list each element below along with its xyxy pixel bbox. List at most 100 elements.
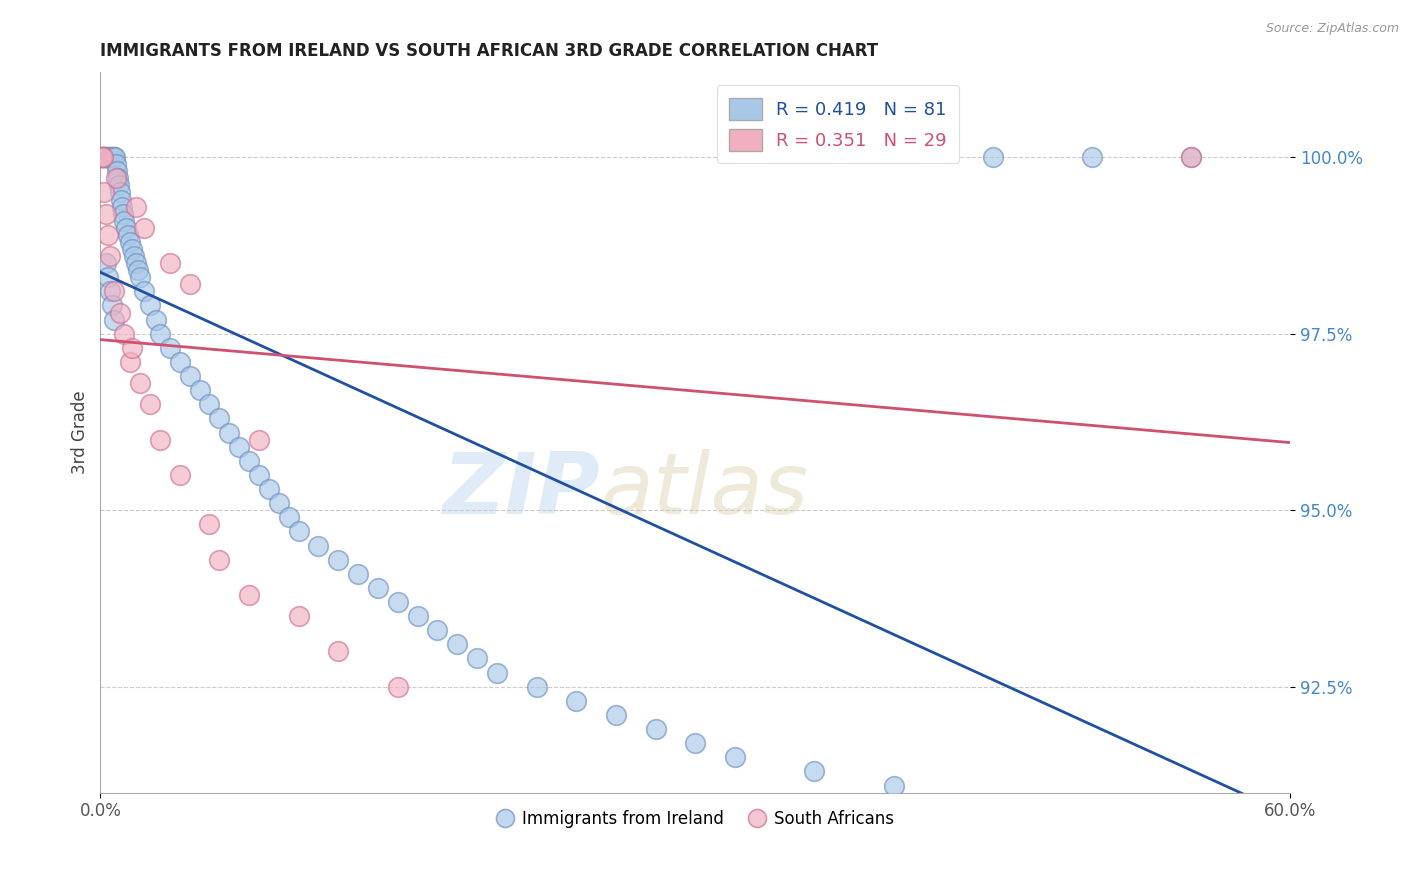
Point	[115, 220, 138, 235]
Point	[91, 150, 114, 164]
Point	[1180, 150, 1202, 164]
Point	[94, 150, 117, 164]
Point	[287, 609, 309, 624]
Point	[112, 207, 135, 221]
Point	[179, 369, 201, 384]
Point	[121, 242, 143, 256]
Point	[93, 150, 115, 164]
Point	[179, 277, 201, 292]
Point	[198, 397, 221, 411]
Point	[125, 256, 148, 270]
Point	[105, 157, 128, 171]
Text: IMMIGRANTS FROM IRELAND VS SOUTH AFRICAN 3RD GRADE CORRELATION CHART: IMMIGRANTS FROM IRELAND VS SOUTH AFRICAN…	[100, 42, 879, 60]
Point	[228, 440, 250, 454]
Point	[105, 171, 128, 186]
Point	[105, 164, 128, 178]
Point	[139, 298, 162, 312]
Point	[103, 285, 125, 299]
Point	[98, 150, 121, 164]
Point	[683, 736, 706, 750]
Y-axis label: 3rd Grade: 3rd Grade	[72, 391, 89, 475]
Point	[90, 150, 112, 164]
Point	[247, 467, 270, 482]
Text: Source: ZipAtlas.com: Source: ZipAtlas.com	[1265, 22, 1399, 36]
Point	[121, 341, 143, 355]
Text: atlas: atlas	[600, 449, 808, 532]
Point	[347, 566, 370, 581]
Point	[426, 624, 449, 638]
Point	[120, 355, 142, 369]
Point	[149, 433, 172, 447]
Point	[287, 524, 309, 539]
Point	[198, 517, 221, 532]
Point	[724, 750, 747, 764]
Point	[120, 235, 142, 249]
Point	[308, 539, 330, 553]
Point	[103, 150, 125, 164]
Point	[91, 150, 114, 164]
Point	[406, 609, 429, 624]
Point	[91, 150, 114, 164]
Point	[208, 552, 231, 566]
Point	[605, 708, 627, 723]
Point	[169, 355, 191, 369]
Point	[101, 298, 124, 312]
Point	[387, 680, 409, 694]
Point	[139, 397, 162, 411]
Point	[96, 207, 118, 221]
Point	[91, 150, 114, 164]
Point	[96, 256, 118, 270]
Point	[188, 383, 211, 397]
Point	[257, 482, 280, 496]
Point	[267, 496, 290, 510]
Point	[981, 150, 1004, 164]
Point	[149, 326, 172, 341]
Point	[883, 779, 905, 793]
Point	[526, 680, 548, 694]
Text: ZIP: ZIP	[443, 449, 600, 532]
Point	[159, 256, 181, 270]
Point	[117, 227, 139, 242]
Point	[93, 150, 115, 164]
Point	[132, 220, 155, 235]
Point	[328, 552, 350, 566]
Point	[132, 285, 155, 299]
Point	[103, 312, 125, 326]
Point	[387, 595, 409, 609]
Point	[169, 467, 191, 482]
Point	[91, 150, 114, 164]
Point	[159, 341, 181, 355]
Point	[91, 150, 114, 164]
Point	[238, 454, 260, 468]
Point	[108, 186, 131, 200]
Point	[247, 433, 270, 447]
Point	[122, 249, 145, 263]
Point	[110, 193, 132, 207]
Point	[112, 326, 135, 341]
Point	[485, 665, 508, 680]
Point	[446, 637, 468, 651]
Point	[644, 722, 666, 736]
Point	[367, 581, 389, 595]
Point	[108, 305, 131, 319]
Point	[90, 150, 112, 164]
Point	[96, 150, 118, 164]
Point	[96, 150, 118, 164]
Point	[127, 263, 149, 277]
Point	[97, 270, 120, 285]
Point	[129, 376, 152, 390]
Point	[98, 285, 121, 299]
Point	[97, 227, 120, 242]
Point	[98, 150, 121, 164]
Point	[100, 150, 122, 164]
Point	[98, 249, 121, 263]
Point	[112, 213, 135, 227]
Point	[125, 200, 148, 214]
Point	[218, 425, 240, 440]
Point	[93, 186, 115, 200]
Point	[208, 411, 231, 425]
Point	[129, 270, 152, 285]
Point	[1180, 150, 1202, 164]
Legend: Immigrants from Ireland, South Africans: Immigrants from Ireland, South Africans	[491, 804, 900, 835]
Point	[328, 644, 350, 658]
